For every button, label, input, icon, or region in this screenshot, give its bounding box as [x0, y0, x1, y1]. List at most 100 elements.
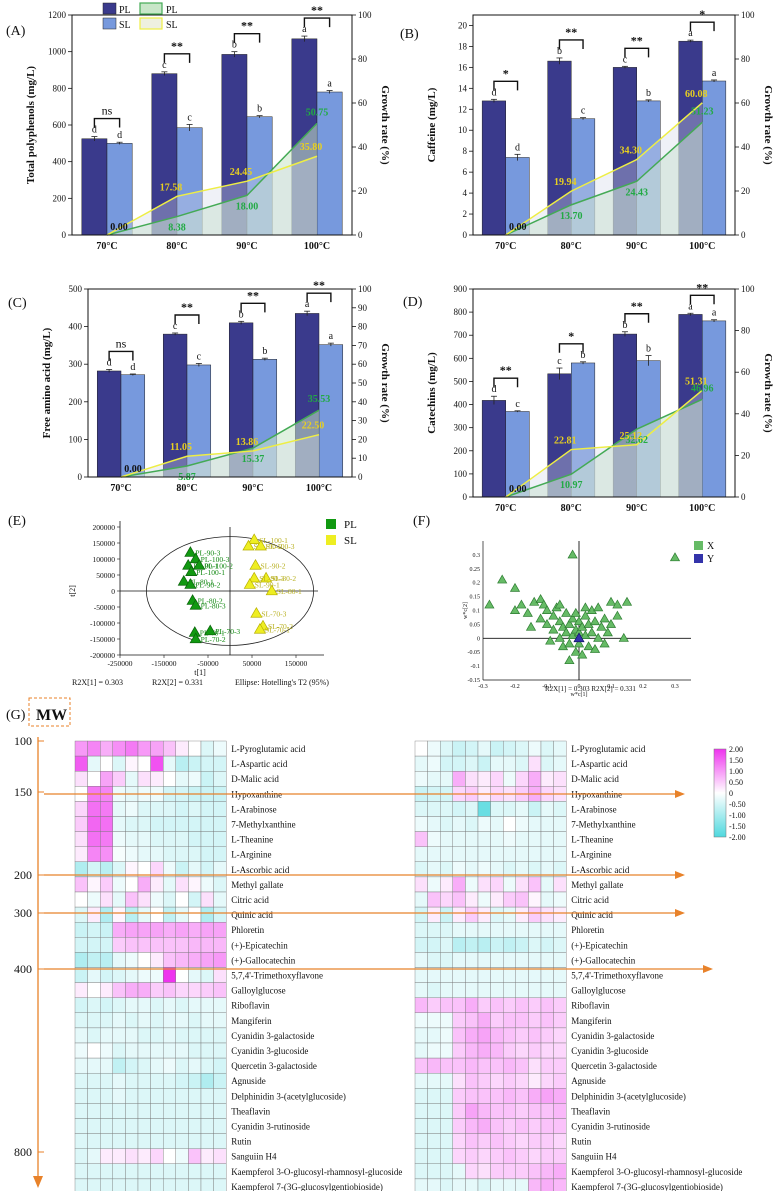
pl-compound-label: Cyanidin 3-galactoside	[231, 1031, 314, 1041]
sl-heat-cell	[427, 967, 441, 983]
y-tick-label: 200	[69, 397, 83, 407]
x-loading-point	[593, 632, 604, 642]
sl-heat-cell	[477, 1178, 491, 1191]
sl-heat-cell	[414, 740, 428, 757]
sl-heat-cell	[465, 1012, 479, 1029]
sl-heat-cell	[427, 831, 441, 847]
x-loading-point	[573, 638, 585, 648]
sl-heat-cell	[427, 1027, 441, 1044]
pl-growth-line	[120, 409, 320, 478]
significance-letter: b	[239, 309, 244, 320]
y-loading-point	[573, 632, 585, 643]
pl-heat-cell	[150, 1088, 164, 1104]
pl-heat-cell	[150, 891, 164, 908]
x-tick-label: 50000	[243, 659, 262, 668]
sl-heat-cell	[503, 831, 517, 847]
sl-heat-cell	[528, 1072, 542, 1089]
pl-heat-cell	[87, 906, 101, 923]
pl-heat-cell	[112, 1118, 126, 1134]
sl-heat-cell	[553, 816, 567, 832]
pl-heat-cell	[87, 982, 101, 998]
sl-heat-cell	[515, 1057, 529, 1074]
sl-heat-cell	[490, 906, 504, 923]
significance-mark: **	[313, 278, 325, 292]
pl-heat-cell	[213, 1178, 227, 1191]
point-label: SL-100-3	[266, 542, 295, 551]
sl-heat-cell	[515, 997, 529, 1014]
pl-heat-cell	[213, 831, 227, 847]
pl-compound-label: Rutin	[231, 1137, 252, 1147]
pl-growth-label: 18.00	[236, 201, 259, 212]
sl-growth-area	[505, 102, 703, 235]
sl-growth-label: 24.45	[230, 167, 253, 178]
legend-swatch-pl-bar	[102, 2, 117, 15]
sl-heat-cell	[490, 771, 504, 787]
pl-heat-cell	[125, 1027, 139, 1044]
sl-heat-cell	[414, 1072, 428, 1089]
pl-heat-cell	[213, 740, 227, 757]
significance-letter: b	[581, 350, 586, 361]
sl-heat-cell	[440, 1133, 454, 1149]
x-loading-point	[554, 616, 565, 626]
y2-tick-label: 30	[358, 416, 368, 426]
pl-heat-cell	[112, 891, 126, 908]
sl-compound-label: Agnuside	[571, 1076, 606, 1086]
color-scale-label: 0	[729, 789, 733, 798]
x-tick-label: 80°C	[166, 241, 187, 252]
pl-heat-cell	[150, 922, 164, 938]
sl-heat-cell	[427, 1088, 441, 1104]
significance-mark: **	[696, 280, 708, 294]
x-loading-point	[564, 618, 575, 628]
sl-compound-label: Cyanidin 3-galactoside	[571, 1031, 654, 1041]
sl-heat-cell	[452, 997, 466, 1014]
sl-heat-cell	[503, 967, 517, 983]
sl-heat-cell	[414, 816, 428, 832]
pl-heat-cell	[125, 771, 139, 787]
pl-heat-cell	[87, 876, 101, 893]
x-loading-point	[589, 644, 601, 653]
sl-heat-cell	[540, 876, 554, 893]
pl-heat-cell	[87, 952, 101, 968]
x-tick-label: -150000	[152, 659, 177, 668]
pl-heat-cell	[200, 1027, 214, 1044]
y-tick-label: 0.15	[470, 595, 481, 601]
pl-heat-cell	[99, 906, 113, 923]
y-tick-label: 2	[463, 209, 468, 219]
bar-sl	[318, 344, 344, 478]
mw-tick-label: 150	[14, 785, 32, 799]
pl-heat-cell	[99, 755, 113, 772]
sl-growth-label: 13.86	[236, 437, 259, 448]
sl-heat-cell	[528, 997, 542, 1014]
pl-heat-cell	[112, 831, 126, 847]
point-label: SL-80-1	[277, 587, 302, 596]
y-tick-label: 8	[463, 146, 468, 156]
sl-heat-cell	[503, 816, 517, 832]
sl-heat-cell	[452, 831, 466, 847]
pl-heat-cell	[150, 740, 164, 757]
sl-heat-cell	[477, 1163, 491, 1180]
x-loading-point	[548, 610, 559, 620]
significance-letter: b	[232, 40, 237, 51]
sl-heat-cell	[477, 1148, 491, 1164]
sl-heat-cell	[553, 922, 567, 938]
sl-heat-cell	[528, 1133, 542, 1149]
pl-compound-label: (+)-Gallocatechin	[231, 955, 296, 965]
sl-heat-cell	[490, 1072, 504, 1089]
sl-heat-cell	[528, 846, 542, 863]
significance-bracket	[93, 117, 121, 128]
sl-compound-label: 5,7,4'-Trimethoxyflavone	[571, 971, 663, 981]
y2-tick-label: 60	[741, 98, 751, 108]
sl-heat-cell	[440, 982, 454, 998]
sl-heat-cell	[503, 1012, 517, 1029]
x-tick-label: 70°C	[495, 241, 516, 252]
sl-heat-cell	[427, 755, 441, 772]
significance-letter: b	[257, 104, 262, 115]
y-tick-label: 200	[53, 193, 67, 203]
y2-tick-label: 40	[358, 142, 368, 152]
pl-heat-cell	[188, 755, 202, 772]
sl-heat-cell	[490, 801, 504, 817]
legend-label-sl-area: SL	[166, 20, 178, 31]
sl-heat-cell	[440, 816, 454, 832]
sl-heat-cell	[465, 997, 479, 1014]
x-tick-label: 0	[578, 684, 581, 690]
